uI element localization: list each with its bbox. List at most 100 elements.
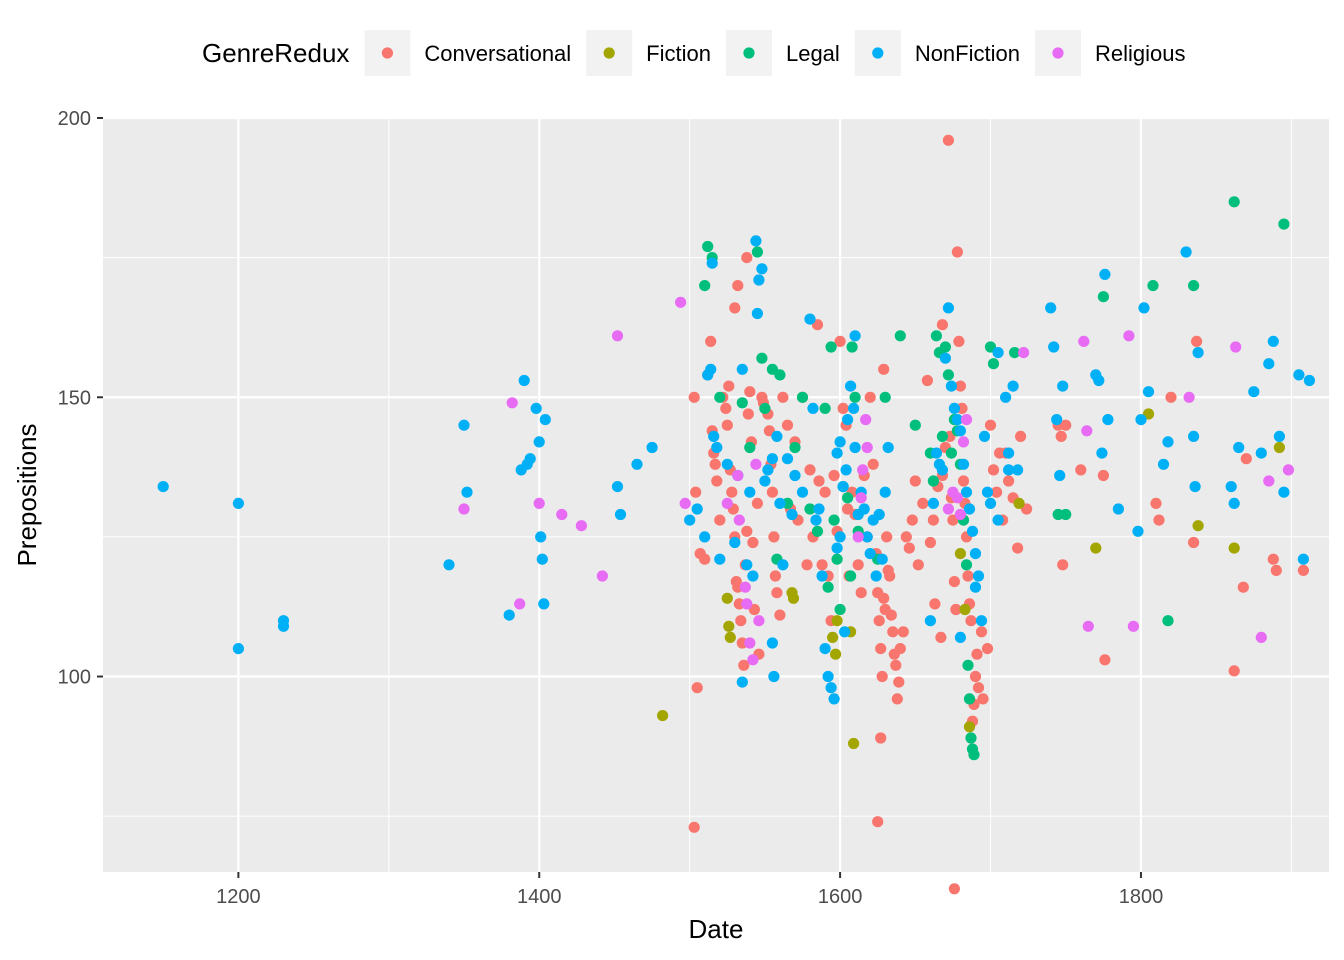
legend-marker-religious bbox=[1052, 47, 1064, 59]
point-religious bbox=[533, 497, 545, 509]
point-legal bbox=[828, 514, 840, 526]
point-nonfiction bbox=[848, 402, 860, 414]
point-fiction bbox=[1192, 520, 1204, 532]
point-nonfiction bbox=[533, 436, 545, 448]
point-nonfiction bbox=[1293, 369, 1305, 381]
point-nonfiction bbox=[924, 615, 937, 627]
y-tick-label: 100 bbox=[58, 667, 91, 689]
point-religious bbox=[1263, 475, 1275, 487]
point-religious bbox=[732, 469, 744, 482]
point-legal bbox=[942, 369, 955, 381]
point-religious bbox=[733, 514, 745, 526]
point-religious bbox=[721, 497, 733, 509]
point-nonfiction bbox=[736, 363, 748, 375]
point-nonfiction bbox=[503, 609, 515, 621]
point-nonfiction bbox=[1054, 469, 1066, 482]
point-conversational bbox=[900, 531, 912, 543]
y-tick-label: 200 bbox=[58, 108, 91, 130]
point-nonfiction bbox=[1273, 430, 1285, 442]
point-fiction bbox=[848, 737, 860, 750]
point-conversational bbox=[1003, 475, 1015, 487]
point-religious bbox=[857, 464, 869, 476]
point-nonfiction bbox=[960, 486, 973, 498]
point-conversational bbox=[688, 391, 700, 403]
point-nonfiction bbox=[1248, 386, 1260, 398]
point-legal bbox=[699, 280, 711, 292]
point-conversational bbox=[1097, 469, 1109, 482]
point-nonfiction bbox=[978, 430, 991, 442]
point-fiction bbox=[1273, 441, 1285, 454]
point-legal bbox=[842, 492, 854, 504]
point-religious bbox=[514, 598, 526, 610]
point-religious bbox=[1127, 620, 1139, 632]
point-nonfiction bbox=[981, 486, 994, 498]
point-nonfiction bbox=[831, 447, 843, 459]
point-conversational bbox=[875, 732, 887, 744]
point-nonfiction bbox=[825, 682, 837, 694]
point-conversational bbox=[921, 374, 934, 387]
point-conversational bbox=[1150, 497, 1162, 509]
point-conversational bbox=[1015, 430, 1027, 442]
point-legal bbox=[879, 391, 891, 403]
point-conversational bbox=[962, 570, 974, 582]
point-legal bbox=[930, 330, 943, 342]
point-conversational bbox=[852, 559, 864, 571]
point-legal bbox=[846, 341, 858, 353]
point-nonfiction bbox=[858, 503, 870, 515]
point-nonfiction bbox=[736, 676, 748, 688]
point-nonfiction bbox=[807, 402, 819, 414]
point-nonfiction bbox=[699, 531, 711, 543]
point-nonfiction bbox=[972, 570, 985, 582]
point-conversational bbox=[885, 609, 897, 621]
point-nonfiction bbox=[714, 553, 726, 565]
point-legal bbox=[756, 352, 768, 364]
point-conversational bbox=[953, 335, 965, 347]
point-nonfiction bbox=[849, 330, 861, 342]
legend-marker-legal bbox=[743, 47, 755, 59]
point-conversational bbox=[965, 615, 977, 627]
point-religious bbox=[855, 492, 867, 504]
point-nonfiction bbox=[939, 352, 952, 364]
point-religious bbox=[861, 441, 873, 454]
point-conversational bbox=[950, 603, 962, 616]
point-conversational bbox=[769, 570, 782, 582]
x-axis: 1200 1400 1600 1800 bbox=[216, 872, 1163, 908]
point-nonfiction bbox=[781, 453, 794, 465]
point-conversational bbox=[875, 643, 887, 655]
point-conversational bbox=[1267, 553, 1279, 565]
point-nonfiction bbox=[879, 486, 891, 498]
point-conversational bbox=[768, 531, 780, 543]
point-nonfiction bbox=[834, 436, 846, 448]
point-legal bbox=[804, 503, 816, 515]
point-religious bbox=[860, 414, 872, 426]
legend-marker-conversational bbox=[381, 47, 394, 59]
point-religious bbox=[1123, 330, 1135, 342]
point-nonfiction bbox=[756, 263, 768, 275]
point-nonfiction bbox=[611, 481, 624, 493]
point-nonfiction bbox=[443, 559, 455, 571]
point-nonfiction bbox=[750, 235, 762, 247]
point-nonfiction bbox=[1267, 335, 1279, 347]
point-nonfiction bbox=[1132, 525, 1144, 537]
point-nonfiction bbox=[157, 481, 169, 493]
point-conversational bbox=[984, 419, 997, 431]
point-nonfiction bbox=[876, 553, 888, 565]
point-nonfiction bbox=[992, 347, 1004, 359]
point-legal bbox=[831, 553, 843, 565]
point-nonfiction bbox=[969, 548, 982, 560]
point-conversational bbox=[804, 464, 816, 476]
point-religious bbox=[741, 598, 753, 610]
point-legal bbox=[963, 693, 976, 705]
point-nonfiction bbox=[1096, 447, 1108, 459]
point-fiction bbox=[721, 592, 733, 604]
point-legal bbox=[819, 402, 831, 414]
point-nonfiction bbox=[849, 441, 861, 454]
point-fiction bbox=[959, 603, 971, 616]
point-nonfiction bbox=[804, 313, 816, 325]
point-nonfiction bbox=[1102, 414, 1114, 426]
legend-label-religious: Religious bbox=[1095, 41, 1186, 66]
point-conversational bbox=[855, 587, 867, 599]
point-nonfiction bbox=[813, 503, 825, 515]
point-conversational bbox=[732, 280, 744, 292]
point-nonfiction bbox=[873, 508, 885, 521]
